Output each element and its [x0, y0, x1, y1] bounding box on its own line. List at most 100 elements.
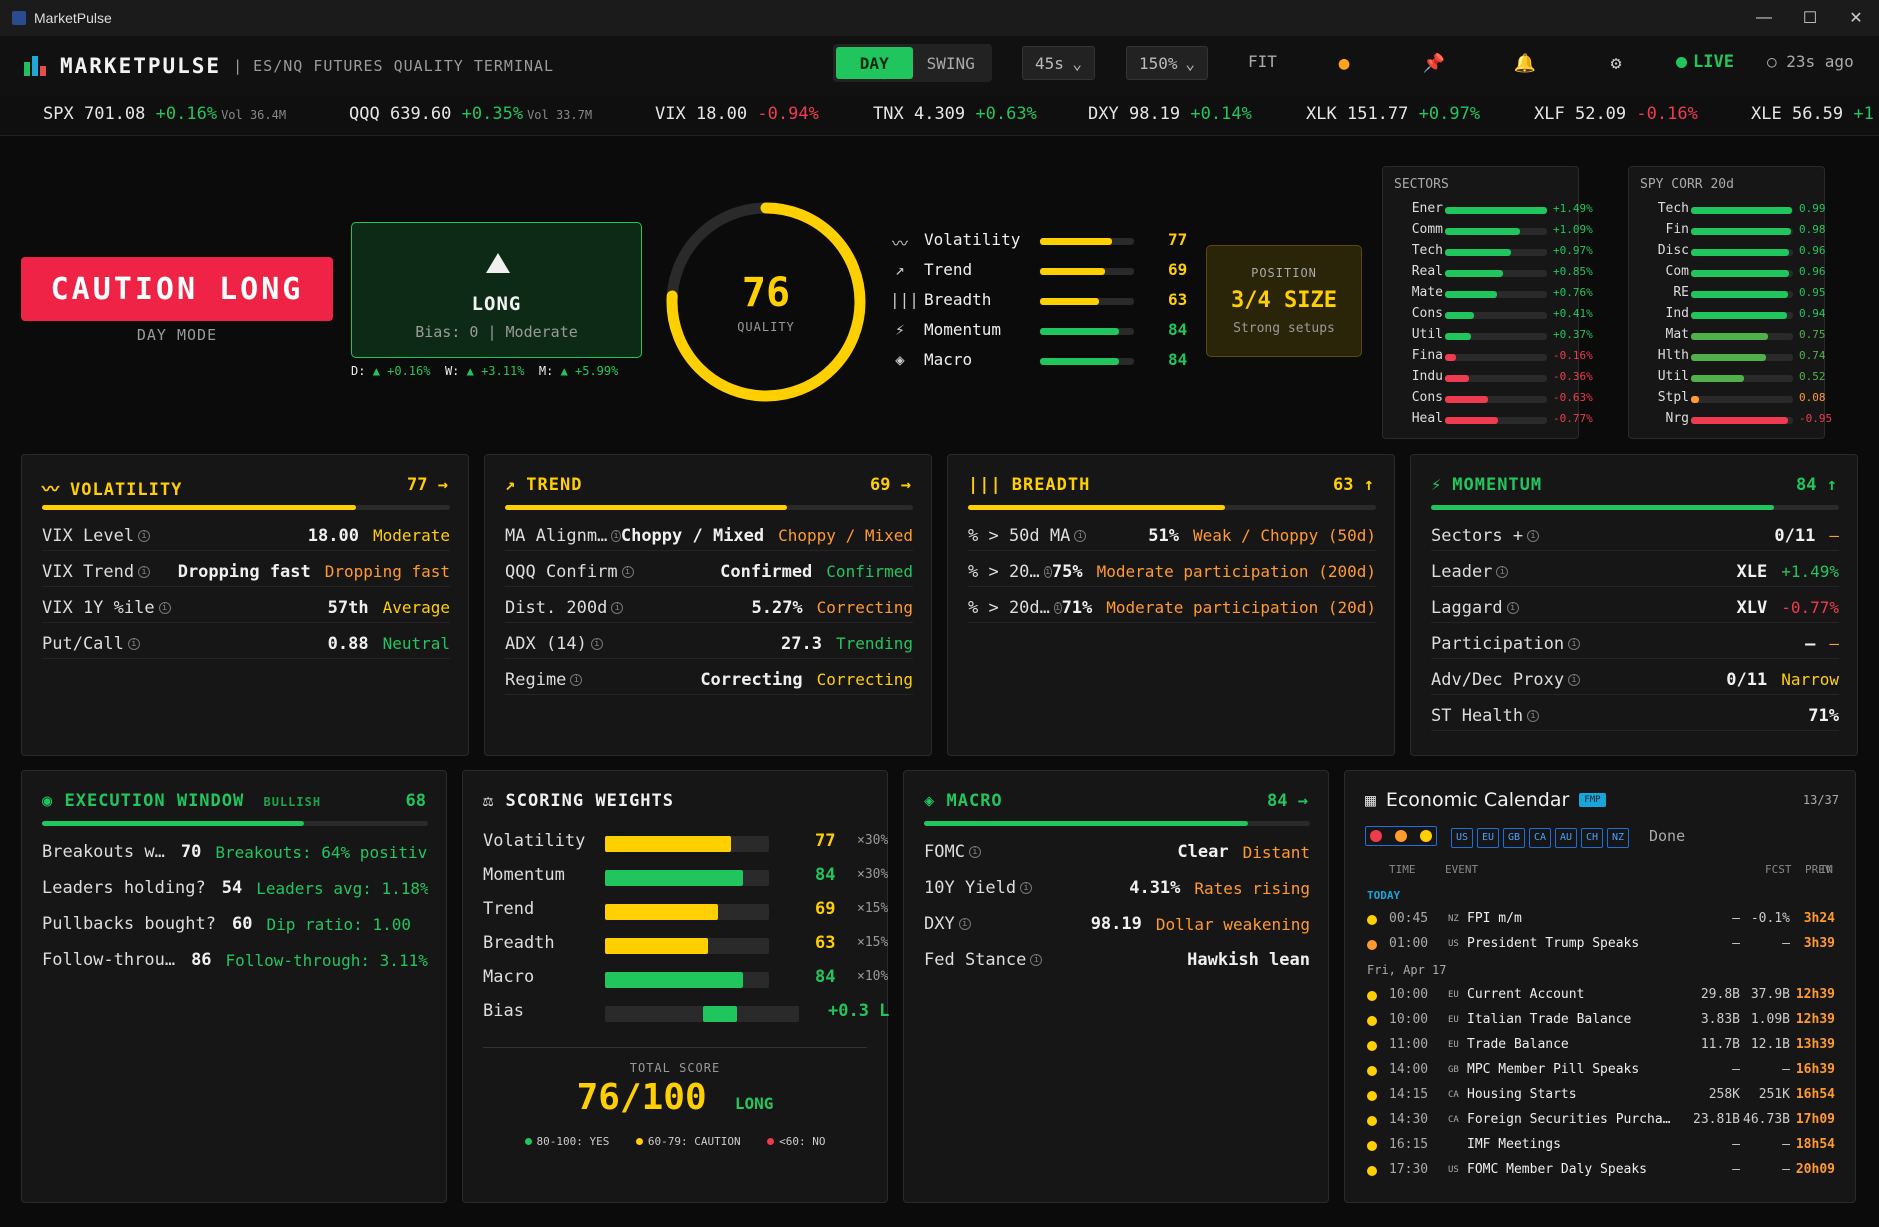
volatility_card-score[interactable]: 77 →	[407, 475, 448, 495]
mode-day-button[interactable]: DAY	[836, 47, 913, 79]
trend_card-score[interactable]: 69 →	[870, 475, 911, 495]
info-icon[interactable]: i	[1043, 565, 1052, 578]
row-label: % > 20…	[968, 561, 1040, 582]
info-icon[interactable]: i	[1568, 637, 1581, 650]
done-filter[interactable]: Done	[1649, 827, 1686, 846]
info-icon[interactable]: i	[1496, 565, 1509, 578]
correlation-panel: SPY CORR 20d Tech 0.99 Fin 0.98 Disc 0.96 Com 0…	[1628, 166, 1832, 439]
gear-icon[interactable]: ⚙	[1610, 52, 1622, 74]
correlation-row: Disc 0.96	[1629, 243, 1826, 263]
ticker-item[interactable]: SPX 701.08 +0.16% Vol 36.4M	[43, 104, 286, 124]
info-icon[interactable]: i	[1030, 954, 1043, 966]
mode-swing-button[interactable]: SWING	[926, 53, 975, 73]
volatility_card-bar	[42, 505, 450, 510]
live-label: LIVE	[1693, 52, 1734, 72]
ticker-item[interactable]: QQQ 639.60 +0.35% Vol 33.7M	[349, 104, 592, 124]
interval-select[interactable]: 45s ⌄	[1022, 46, 1095, 80]
calendar-event-row[interactable]: 14:30 CA Foreign Securities Purcha… 23.81B 4…	[1365, 1110, 1835, 1132]
volatility-card: 〰 VOLATILITY 77 → VIX Level i 18.00 Moderate VI…	[21, 454, 469, 756]
event-countdown: 20h09	[1795, 1162, 1835, 1177]
calendar-event-row[interactable]: 14:00 GB MPC Member Pill Speaks — — 16h39	[1365, 1060, 1835, 1082]
breadth_card-score[interactable]: 63 ↑	[1333, 475, 1374, 495]
row-value: 5.27%	[751, 597, 803, 618]
info-icon[interactable]: i	[138, 529, 151, 542]
country-filter-nz[interactable]: NZ	[1607, 827, 1629, 848]
info-icon[interactable]: i	[1053, 601, 1062, 614]
ticker-item[interactable]: XLF 52.09 -0.16%	[1534, 104, 1698, 124]
volatility_card-title: 〰 VOLATILITY	[42, 475, 182, 500]
info-icon[interactable]: i	[1527, 529, 1540, 542]
metric-row: QQQ Confirm i Confirmed Confirmed	[505, 557, 913, 587]
ticker-item[interactable]: XLK 151.77 +0.97%	[1306, 104, 1480, 124]
calendar-event-row[interactable]: 10:00 EU Italian Trade Balance 3.83B 1.09B 12…	[1365, 1010, 1835, 1032]
momentum_card-score[interactable]: 84 ↑	[1796, 475, 1837, 495]
row-value: 0/11	[1726, 669, 1768, 690]
high-impact-icon	[1370, 830, 1382, 843]
sector-bar	[1445, 396, 1547, 403]
info-icon[interactable]: i	[1074, 529, 1087, 542]
ticker-item[interactable]: DXY 98.19 +0.14%	[1088, 104, 1252, 124]
fit-button[interactable]: FIT	[1248, 52, 1277, 71]
country-filter-ch[interactable]: CH	[1581, 827, 1603, 848]
ticker-price: 98.19	[1128, 104, 1181, 124]
maximize-icon[interactable]: ☐	[1802, 10, 1818, 27]
calendar-event-row[interactable]: 14:15 CA Housing Starts 258K 251K 16h54	[1365, 1085, 1835, 1107]
calendar-event-row[interactable]: 16:15 IMF Meetings — — 18h54	[1365, 1135, 1835, 1157]
close-icon[interactable]: ✕	[1849, 10, 1863, 27]
macro-row: FOMC i Clear Distant	[924, 837, 1310, 867]
ticker-item[interactable]: TNX 4.309 +0.63%	[873, 104, 1037, 124]
info-icon[interactable]: i	[1568, 673, 1581, 686]
ticker-item[interactable]: XLE 56.59 +1	[1751, 104, 1874, 124]
info-icon[interactable]: i	[621, 565, 634, 578]
scoring-title: ⚖ SCORING WEIGHTS	[483, 791, 675, 811]
sector-change: +0.41%	[1553, 307, 1593, 320]
sector-change: +1.49%	[1553, 202, 1593, 215]
country-filter-gb[interactable]: GB	[1503, 827, 1525, 848]
info-icon[interactable]: i	[611, 601, 624, 614]
info-icon[interactable]: i	[1506, 601, 1519, 614]
impact-filter[interactable]	[1365, 826, 1437, 847]
zoom-value: 150%	[1139, 53, 1178, 73]
country-filter-au[interactable]: AU	[1555, 827, 1577, 848]
info-icon[interactable]: i	[127, 637, 140, 650]
row-status: Moderate participation (200d)	[1096, 562, 1376, 581]
row-status: Moderate participation (20d)	[1106, 598, 1376, 617]
info-icon[interactable]: i	[590, 637, 603, 650]
info-icon[interactable]: i	[1527, 709, 1540, 722]
bell-icon[interactable]: 🔔	[1513, 52, 1537, 74]
calendar-event-row[interactable]: 10:00 EU Current Account 29.8B 37.9B 12h39	[1365, 985, 1835, 1007]
macro-score[interactable]: 84 →	[1267, 791, 1308, 811]
minimize-icon[interactable]: —	[1756, 9, 1772, 26]
country-filter-eu[interactable]: EU	[1477, 827, 1499, 848]
event-country: EU	[1448, 1015, 1459, 1025]
calendar-event-row[interactable]: 11:00 EU Trade Balance 11.7B 12.1B 13h39	[1365, 1035, 1835, 1057]
info-icon[interactable]: i	[611, 529, 621, 542]
card-icon: ↗	[505, 475, 517, 495]
sector-row: Indu -0.36%	[1383, 369, 1593, 389]
country-filter-ca[interactable]: CA	[1529, 827, 1551, 848]
zoom-select[interactable]: 150% ⌄	[1126, 46, 1208, 80]
metric-row: ADX (14) i 27.3 Trending	[505, 629, 913, 659]
calendar-event-row[interactable]: 17:30 US FOMC Member Daly Speaks — — 20h09	[1365, 1160, 1835, 1182]
pin-icon[interactable]: 📌	[1422, 52, 1446, 74]
macro-row: DXY i 98.19 Dollar weakening	[924, 909, 1310, 939]
info-icon[interactable]: i	[968, 846, 981, 858]
info-icon[interactable]: i	[958, 918, 971, 930]
info-icon[interactable]: i	[570, 673, 583, 686]
col-prev: PREV	[1805, 863, 1832, 876]
row-value: 4.31%	[1129, 878, 1181, 898]
info-icon[interactable]: i	[1020, 882, 1033, 894]
sun-icon[interactable]: ●	[1338, 52, 1350, 74]
legend-no: <60: NO	[779, 1135, 826, 1148]
sector-change: +0.85%	[1553, 265, 1593, 278]
calendar-event-row[interactable]: 01:00 US President Trump Speaks — — 3h39	[1365, 934, 1835, 956]
info-icon[interactable]: i	[158, 601, 171, 614]
trend_card-bar	[505, 505, 913, 510]
row-label: Sectors +	[1431, 525, 1524, 546]
info-icon[interactable]: i	[138, 565, 151, 578]
ticker-item[interactable]: VIX 18.00 -0.94%	[655, 104, 819, 124]
event-name: IMF Meetings	[1467, 1137, 1561, 1152]
event-previous: 46.73B	[1743, 1112, 1790, 1127]
calendar-event-row[interactable]: 00:45 NZ FPI m/m — -0.1% 3h24	[1365, 909, 1835, 931]
country-filter-us[interactable]: US	[1451, 827, 1473, 848]
